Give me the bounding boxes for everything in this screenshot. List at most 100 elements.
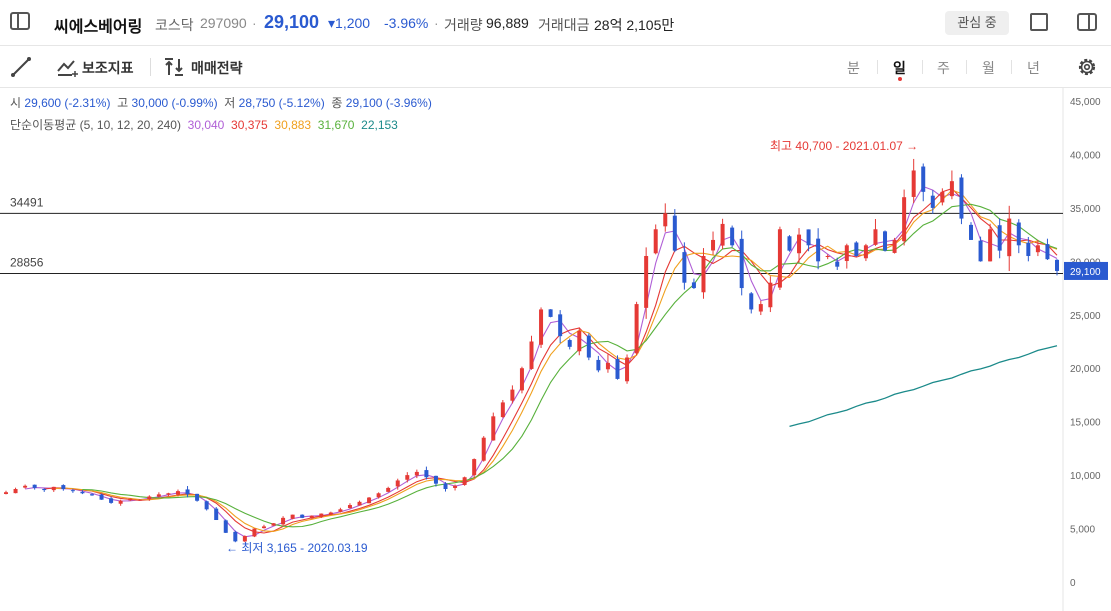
period-divider (966, 60, 967, 74)
ma-legend: 단순이동평균 (5, 10, 12, 20, 240) 30,040 30,37… (10, 116, 398, 133)
separator-dot: · (252, 15, 257, 31)
y-tick-label: 0 (1070, 578, 1076, 589)
candle-body (644, 255, 649, 308)
close-label: 종 (331, 96, 343, 110)
candle-body (663, 213, 668, 227)
candle-body (949, 181, 954, 197)
candle-body (758, 304, 763, 312)
price-change-value: 1,200 (335, 15, 371, 31)
amount-value: 28억 2,105만 (594, 17, 675, 33)
candle-body (414, 471, 419, 476)
ma12-value: 30,883 (274, 118, 312, 132)
price-change: ▾1,200 (328, 15, 370, 32)
candle-body (481, 437, 486, 461)
period-month[interactable]: 월 (982, 60, 995, 76)
panel-toggle-icon[interactable] (1077, 13, 1097, 31)
horizontal-level-label: 34491 (10, 195, 44, 209)
candle-body (959, 177, 964, 219)
edit-icon[interactable] (1030, 13, 1048, 31)
low-value: 28,750 (-5.12%) (238, 96, 325, 110)
stock-name: 씨에스베어링 (54, 19, 143, 36)
candle-body (921, 166, 926, 192)
trade-strategy-icon[interactable] (163, 56, 185, 78)
candle-body (653, 229, 658, 254)
y-tick-label: 5,000 (1070, 525, 1095, 536)
ma20-value: 31,670 (317, 118, 355, 132)
candle-body (281, 517, 286, 525)
price-chart[interactable]: 45,00040,00035,00030,00025,00020,00015,0… (0, 88, 1111, 611)
separator-dot: · (434, 15, 439, 31)
moving-average-line (53, 189, 1058, 532)
ma-label: 단순이동평균 (5, 10, 12, 20, 240) (10, 118, 181, 132)
ma10-value: 30,375 (231, 118, 268, 132)
candle-body (768, 282, 773, 308)
candle-body (940, 191, 945, 203)
candle-body (978, 240, 983, 262)
candle-body (80, 491, 85, 494)
watch-button[interactable]: 관심 중 (945, 11, 1009, 35)
draw-line-icon[interactable] (10, 56, 32, 78)
candle-body (510, 389, 515, 401)
period-divider (1011, 60, 1012, 74)
candle-body (701, 255, 706, 293)
candle-body (195, 493, 200, 501)
candle-body (472, 459, 477, 476)
candle-body (969, 224, 974, 240)
candle-body (223, 520, 228, 533)
y-tick-label: 45,000 (1070, 97, 1101, 108)
low-label: 저 (224, 96, 236, 110)
active-period-dot (898, 77, 902, 81)
candle-body (290, 514, 295, 519)
price-change-pct: -3.96% (384, 15, 429, 31)
candle-body (1016, 222, 1021, 246)
moving-average-line (82, 203, 1058, 528)
candle-body (988, 229, 993, 262)
candle-body (854, 242, 859, 256)
candle-body (319, 513, 324, 518)
candle-body (730, 227, 735, 246)
volume-value: 96,889 (486, 15, 529, 31)
candle-body (711, 239, 716, 251)
candle-body (462, 477, 467, 485)
candle-body (70, 490, 75, 492)
candle-body (787, 236, 792, 251)
candle-body (1035, 245, 1040, 253)
candle-body (61, 485, 66, 490)
period-week[interactable]: 주 (937, 60, 950, 76)
current-price: 29,100 (264, 12, 320, 32)
candle-body (577, 330, 582, 352)
trade-strategy-button[interactable]: 매매전략 (191, 60, 243, 76)
candle-body (271, 523, 276, 526)
candle-body (539, 309, 544, 345)
candle-body (1055, 259, 1059, 271)
candle-body (214, 508, 219, 521)
period-minute[interactable]: 분 (847, 60, 860, 76)
sidebar-toggle-icon[interactable] (10, 12, 30, 30)
candle-body (797, 234, 802, 254)
y-tick-label: 35,000 (1070, 204, 1101, 215)
candle-body (51, 486, 56, 491)
ma240-value: 22,153 (361, 118, 398, 132)
candle-body (156, 494, 161, 497)
candle-body (615, 358, 620, 379)
max-price-annotation: 최고 40,700 - 2021.01.07 → (770, 139, 918, 153)
period-day[interactable]: 일 (893, 60, 906, 76)
indicator-icon[interactable] (56, 57, 78, 77)
candle-body (433, 475, 438, 484)
candle-body (118, 500, 123, 504)
down-triangle-icon: ▾ (328, 15, 336, 31)
candle-body (605, 362, 610, 370)
candle-body (500, 402, 505, 418)
chart-toolbar: 보조지표 매매전략 분 일 주 월 년 (0, 46, 1111, 88)
horizontal-level-label: 28856 (10, 256, 44, 270)
candle-body (567, 340, 572, 347)
candle-body (596, 359, 601, 371)
candle-body (672, 215, 677, 251)
open-value: 29,600 (-2.31%) (24, 96, 111, 110)
indicator-button[interactable]: 보조지표 (82, 60, 134, 76)
period-year[interactable]: 년 (1027, 60, 1040, 76)
price-tag-label: 29,100 (1070, 267, 1101, 278)
high-label: 고 (117, 96, 129, 110)
candle-body (835, 261, 840, 267)
settings-gear-icon[interactable] (1076, 56, 1098, 78)
